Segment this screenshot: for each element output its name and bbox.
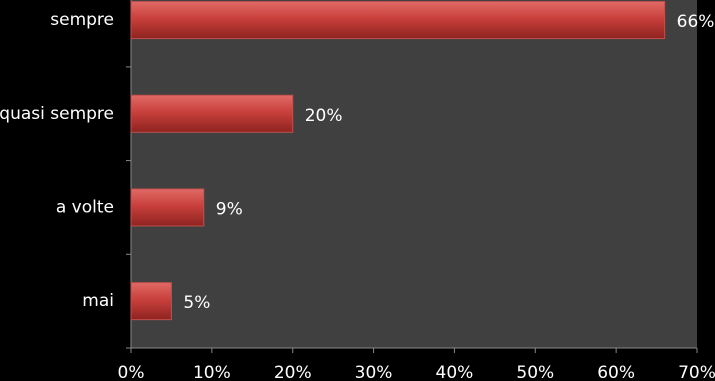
- x-tick-label: 70%: [678, 363, 715, 381]
- bar: [130, 282, 172, 321]
- x-tick-label: 0%: [118, 363, 145, 381]
- value-label: 66%: [677, 12, 715, 32]
- plot-area: [131, 0, 697, 348]
- bar: [130, 1, 666, 40]
- bar: [130, 188, 205, 227]
- x-tick-label: 60%: [597, 363, 635, 381]
- y-tick-label: a volte: [56, 197, 114, 217]
- value-label: 5%: [183, 293, 210, 313]
- y-tick-label: sempre: [50, 10, 114, 30]
- x-tick-label: 30%: [355, 363, 393, 381]
- value-label: 20%: [305, 106, 343, 126]
- y-tick-label: mai: [82, 291, 114, 311]
- y-tick-label: quasi sempre: [0, 104, 114, 124]
- x-tick-label: 40%: [436, 363, 474, 381]
- x-tick-label: 10%: [193, 363, 231, 381]
- x-tick-label: 20%: [274, 363, 312, 381]
- value-label: 9%: [216, 199, 243, 219]
- x-tick-label: 50%: [516, 363, 554, 381]
- bar: [130, 94, 294, 133]
